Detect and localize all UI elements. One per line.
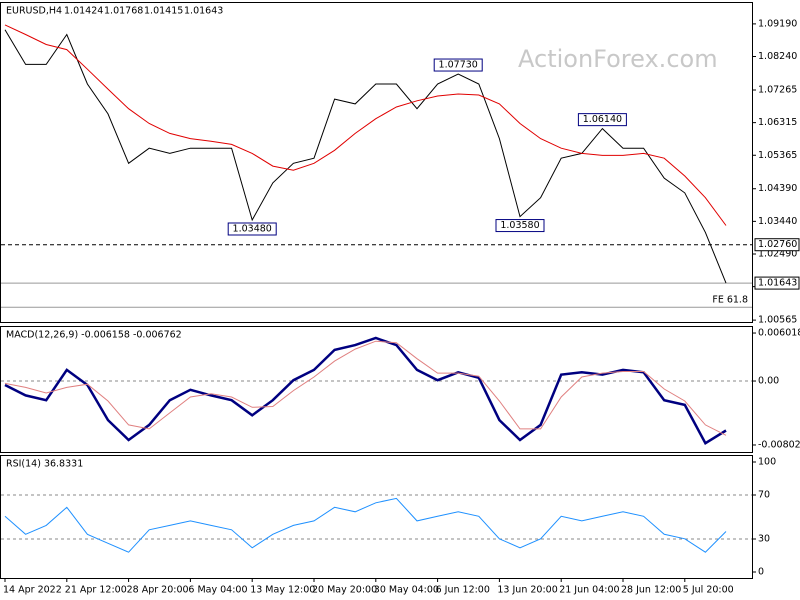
y-tick-label: 1.00565	[758, 315, 797, 326]
x-tick-label: 6 Jun 12:00	[436, 585, 490, 596]
level-label: FE 61.8	[712, 295, 748, 306]
ohlc-value: 1.01768	[104, 6, 143, 17]
ohlc-value: 1.01424	[64, 6, 103, 17]
x-tick-label: 28 Apr 20:00	[127, 585, 189, 596]
y-tick-label: 1.06315	[758, 117, 797, 128]
series-line	[4, 340, 727, 436]
level-label-box	[754, 238, 800, 252]
x-tick-label: 21 Apr 12:00	[65, 585, 127, 596]
x-tick-label: 14 Apr 2022	[3, 585, 62, 596]
y-tick-label: 1.05365	[758, 150, 797, 161]
panel-frame	[0, 326, 753, 453]
x-tick-label: 30 May 04:00	[374, 585, 439, 596]
value-label-box	[227, 222, 277, 236]
ohlc-value: 1.01415	[144, 6, 183, 17]
x-tick-label: 13 May 12:00	[250, 585, 315, 596]
value-label: 1.07730	[439, 60, 478, 71]
y-tick-label: 1.09190	[758, 18, 797, 29]
y-tick-label: 1.08240	[758, 51, 797, 62]
y-tick-label: -0.00802	[758, 439, 800, 450]
value-label: 1.03580	[500, 220, 539, 231]
y-tick-label: 100	[758, 457, 776, 468]
value-label: 1.06140	[583, 114, 622, 125]
value-label: 1.03480	[233, 223, 272, 234]
x-tick-label: 6 May 04:00	[188, 585, 247, 596]
y-tick-label: 30	[758, 534, 770, 545]
x-tick-label: 5 Jul 20:00	[683, 585, 734, 596]
y-tick-label: 1.03440	[758, 216, 797, 227]
x-tick-label: 21 Jun 04:00	[559, 585, 619, 596]
x-tick-label: 28 Jun 12:00	[621, 585, 681, 596]
level-label-box	[754, 276, 800, 290]
watermark: ActionForex.com	[518, 45, 718, 73]
y-tick-label: 70	[758, 490, 770, 501]
y-tick-label: 1.07265	[758, 85, 797, 96]
panel-title: MACD(12,26,9) -0.006158 -0.006762	[6, 330, 182, 341]
y-tick-label: 1.04390	[758, 183, 797, 194]
panel-frame	[0, 455, 753, 579]
ohlc-value: 1.01643	[184, 6, 223, 17]
series-line	[4, 29, 727, 284]
level-label: 1.02760	[758, 239, 797, 250]
value-label-box	[433, 58, 483, 72]
y-tick-label: 0	[758, 567, 764, 578]
panel-title: EURUSD,H4	[6, 6, 62, 17]
panel-title: RSI(14) 36.8331	[6, 459, 83, 470]
series-line	[4, 24, 727, 226]
y-tick-label: 0.006018	[758, 328, 800, 339]
level-label: 1.01643	[758, 278, 797, 289]
panel-frame	[0, 2, 753, 323]
series-line	[4, 497, 727, 553]
y-tick-label: 0.00	[758, 376, 779, 387]
value-label-box	[577, 113, 627, 127]
value-label-box	[495, 219, 545, 233]
y-tick-label: 1.02490	[758, 248, 797, 259]
x-tick-label: 20 May 20:00	[312, 585, 377, 596]
x-tick-label: 13 Jun 20:00	[497, 585, 557, 596]
series-line	[4, 336, 727, 445]
